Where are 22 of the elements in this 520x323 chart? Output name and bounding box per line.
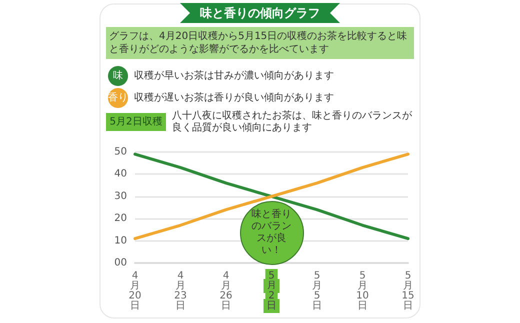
line-series: [134, 152, 410, 240]
x-tick-label: 4月26日: [220, 270, 232, 312]
y-tick-label: 10: [114, 235, 127, 246]
x-tick-label: 5月5日: [312, 270, 322, 312]
chart-subtitle: グラフは、4月20日収穫から5月15日の収穫のお茶を比較すると味と香りがどのような影響がでるかを比べています: [109, 30, 408, 55]
x-tick-label: 4月23日: [174, 270, 187, 312]
text: 八十八夜に収穫されたお茶は、味と香りのバランスが良く品質が良い傾向にあります: [172, 110, 413, 134]
annotation: 味と香りのバランスが良い！: [250, 209, 292, 258]
y-tick-label: 50: [114, 146, 127, 158]
y-tick-label: 00: [114, 258, 127, 268]
x-tick-label: 5月15日: [402, 270, 414, 312]
y-tick-label: 20: [114, 213, 127, 224]
text: 収穫が早いお茶は甘みが濃い傾向があります: [134, 70, 334, 82]
y-tick-label: 40: [114, 168, 127, 180]
text: 5月2日収穫: [110, 116, 162, 128]
x-tick-label: 5月10日: [356, 270, 369, 312]
text: 香り: [108, 92, 128, 104]
x-tick-label: 4月20日: [128, 270, 142, 312]
y-tick-label: 30: [114, 190, 127, 202]
text: 収穫が遅いお茶は香りが良い傾向があります: [134, 92, 334, 104]
text: 味: [113, 70, 123, 82]
chart-title: 味と香りの傾向グラフ: [200, 6, 320, 20]
